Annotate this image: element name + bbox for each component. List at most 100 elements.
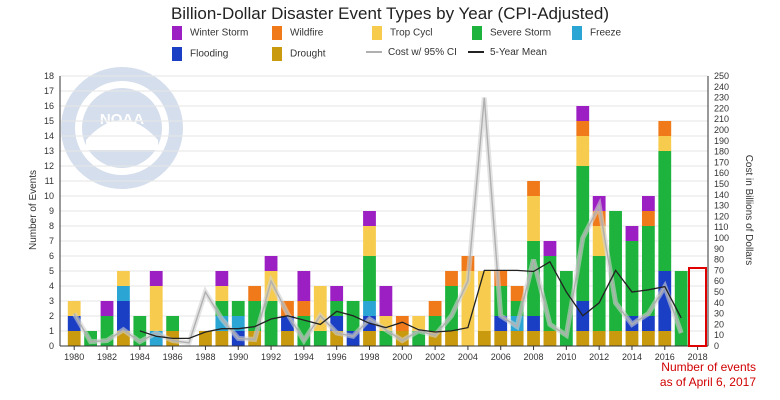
legend-label: Drought bbox=[290, 48, 326, 60]
bar-drought-2015 bbox=[641, 331, 655, 346]
legend-freeze[interactable]: Freeze bbox=[572, 26, 621, 40]
legend-line-swatch bbox=[366, 51, 382, 54]
legend-swatch bbox=[172, 47, 182, 61]
y-tick-label-right: 110 bbox=[714, 222, 728, 232]
x-tick-label: 2002 bbox=[425, 352, 445, 362]
y-tick-label-left: 1 bbox=[49, 326, 54, 336]
y-tick-label-right: 70 bbox=[714, 265, 724, 275]
bar-winter-storm-1982 bbox=[100, 301, 114, 316]
bar-severe-storm-2002 bbox=[428, 316, 442, 331]
legend-trop-cycl[interactable]: Trop Cycl bbox=[372, 26, 432, 40]
y-tick-label-right: 0 bbox=[714, 341, 719, 351]
bar-winter-storm-1999 bbox=[379, 286, 393, 316]
y-tick-label-right: 170 bbox=[714, 157, 729, 167]
x-tick-label: 1984 bbox=[130, 352, 150, 362]
x-tick-label: 1980 bbox=[64, 352, 84, 362]
legend-label: Freeze bbox=[590, 27, 622, 39]
legend-label: Winter Storm bbox=[190, 27, 249, 39]
y-tick-label-right: 250 bbox=[714, 71, 729, 81]
bar-wildfire-2000 bbox=[395, 316, 409, 331]
x-tick-label: 2008 bbox=[524, 352, 544, 362]
bar-trop-cycl-1980 bbox=[67, 301, 81, 316]
annotation-note: Number of events as of April 6, 2017 bbox=[626, 360, 756, 390]
bar-trop-cycl-1983 bbox=[117, 271, 130, 286]
x-tick-label: 2010 bbox=[556, 352, 576, 362]
legend-winter-storm[interactable]: Winter Storm bbox=[172, 26, 248, 40]
y-tick-label-left: 8 bbox=[49, 221, 54, 231]
bar-trop-cycl-2005 bbox=[477, 271, 491, 331]
y-tick-label-right: 90 bbox=[714, 244, 724, 254]
y-tick-label-right: 190 bbox=[714, 136, 729, 146]
legend-cost-ci[interactable]: Cost w/ 95% CI bbox=[366, 47, 457, 58]
bar-severe-storm-2008 bbox=[527, 241, 540, 316]
legend-swatch bbox=[372, 26, 382, 40]
bar-drought-1993 bbox=[281, 331, 294, 346]
y-tick-label-left: 0 bbox=[49, 341, 54, 351]
y-tick-label-left: 11 bbox=[45, 176, 54, 186]
bar-drought-2011 bbox=[576, 331, 590, 346]
bar-winter-storm-2015 bbox=[641, 196, 655, 211]
x-tick-label: 2006 bbox=[491, 352, 511, 362]
bar-drought-2009 bbox=[543, 331, 557, 346]
x-tick-label: 1986 bbox=[163, 352, 183, 362]
bar-winter-storm-1989 bbox=[215, 271, 229, 286]
bar-drought-2007 bbox=[510, 331, 524, 346]
bar-drought-2005 bbox=[477, 331, 491, 346]
x-tick-label: 1996 bbox=[327, 352, 347, 362]
x-tick-label: 1992 bbox=[261, 352, 281, 362]
bar-wildfire-2007 bbox=[510, 286, 524, 301]
y-tick-label-right: 100 bbox=[714, 233, 729, 243]
y-tick-label-left: 17 bbox=[44, 86, 54, 96]
bar-flooding-2008 bbox=[527, 316, 540, 331]
bar-trop-cycl-1989 bbox=[215, 286, 229, 301]
axes-group: 0123456789101112131415161718010203040506… bbox=[44, 71, 729, 362]
y-tick-label-right: 220 bbox=[714, 103, 729, 113]
legend-5yr-mean[interactable]: 5-Year Mean bbox=[468, 47, 547, 58]
y-tick-label-right: 140 bbox=[714, 190, 729, 200]
bar-drought-2008 bbox=[527, 331, 540, 346]
legend-label: Severe Storm bbox=[490, 27, 552, 39]
x-tick-label: 2004 bbox=[458, 352, 478, 362]
bar-severe-storm-2012 bbox=[592, 256, 606, 331]
y-tick-label-right: 160 bbox=[714, 168, 729, 178]
bar-severe-storm-1986 bbox=[166, 316, 180, 331]
y-tick-label-right: 130 bbox=[714, 201, 729, 211]
y-tick-label-right: 120 bbox=[714, 211, 729, 221]
bar-freeze-1983 bbox=[117, 286, 130, 301]
bar-trop-cycl-1998 bbox=[363, 226, 376, 256]
y-tick-label-left: 10 bbox=[44, 191, 54, 201]
bar-drought-2012 bbox=[592, 331, 606, 346]
legend-label: Cost w/ 95% CI bbox=[388, 47, 457, 58]
y-tick-label-right: 200 bbox=[714, 125, 729, 135]
legend-flooding[interactable]: Flooding bbox=[172, 47, 228, 61]
y-tick-label-left: 6 bbox=[49, 251, 54, 261]
bar-winter-storm-1992 bbox=[264, 256, 278, 271]
x-tick-label: 2012 bbox=[589, 352, 609, 362]
y-tick-label-left: 2 bbox=[49, 311, 54, 321]
bar-wildfire-2011 bbox=[576, 121, 590, 136]
legend-label: Flooding bbox=[190, 48, 229, 60]
y-tick-label-right: 10 bbox=[714, 330, 724, 340]
legend-drought[interactable]: Drought bbox=[272, 47, 326, 61]
y-tick-label-left: 4 bbox=[49, 281, 54, 291]
bar-severe-storm-1998 bbox=[363, 256, 376, 301]
y-tick-label-right: 40 bbox=[714, 298, 724, 308]
bar-drought-2013 bbox=[609, 331, 622, 346]
bar-wildfire-2015 bbox=[641, 211, 655, 226]
x-tick-label: 1998 bbox=[359, 352, 379, 362]
bar-drought-2006 bbox=[494, 331, 508, 346]
y-tick-label-left: 16 bbox=[44, 101, 54, 111]
legend-swatch bbox=[472, 26, 482, 40]
bar-severe-storm-1995 bbox=[313, 331, 327, 346]
annotation-line-1: Number of events bbox=[661, 360, 756, 374]
bars-group bbox=[67, 106, 688, 346]
bar-trop-cycl-2016 bbox=[658, 136, 672, 151]
bar-flooding-2016 bbox=[658, 271, 672, 331]
bar-wildfire-1994 bbox=[297, 301, 311, 316]
legend-severe-storm[interactable]: Severe Storm bbox=[472, 26, 551, 40]
legend-wildfire[interactable]: Wildfire bbox=[272, 26, 323, 40]
legend-swatch bbox=[572, 26, 582, 40]
legend-label: 5-Year Mean bbox=[490, 47, 547, 58]
bar-severe-storm-1996 bbox=[330, 301, 344, 316]
